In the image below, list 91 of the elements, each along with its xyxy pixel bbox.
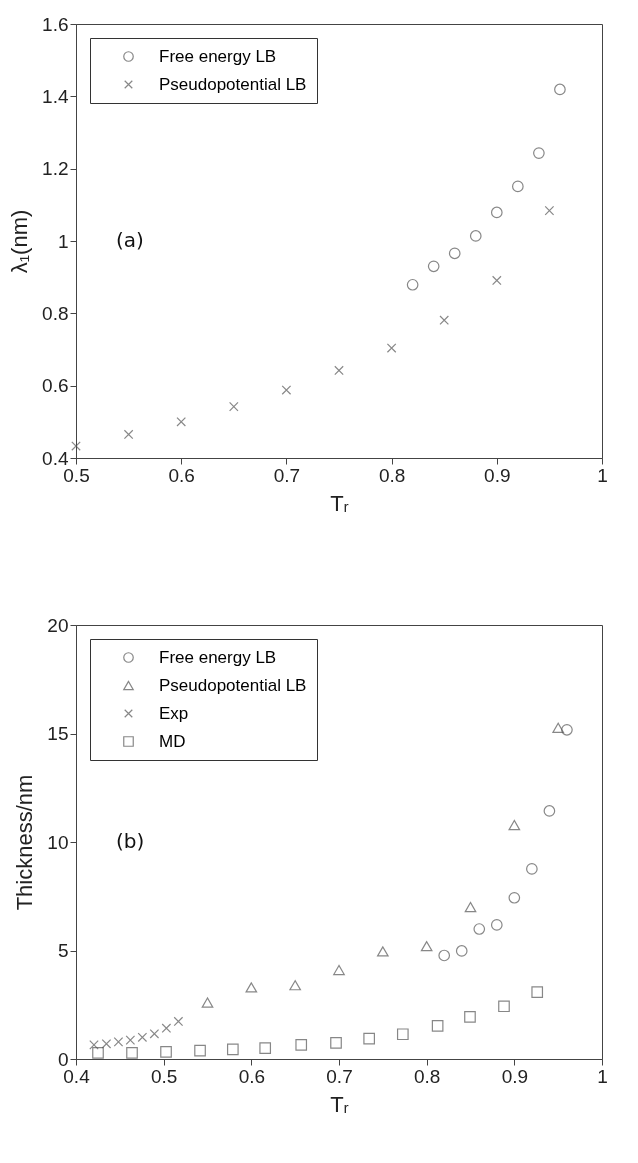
point [464,901,477,913]
point [201,997,214,1008]
x-tick-label: 0.9 [484,464,511,486]
x-tick-label: 0.9 [501,1065,529,1087]
y-tick-label: 0.6 [42,375,69,397]
point [376,946,389,957]
point [455,945,468,957]
point [226,1043,239,1056]
y-tick-label: 0 [57,1048,69,1070]
x-tick-label: 1 [597,1065,608,1087]
point [363,1032,375,1045]
x-axis-title: Tᵣ [330,490,349,516]
point [92,1047,104,1059]
point [194,1044,206,1057]
x-tick-label: 0.6 [238,1065,266,1087]
x-tick-label: 0.8 [378,464,406,486]
point [101,1039,112,1049]
y-tick-label: 5 [57,940,69,961]
legend-label: Exp [159,703,189,723]
y-tick-label: 20 [47,614,69,636]
point [427,260,440,273]
point [334,365,344,376]
point [295,1039,308,1051]
legend-label: Pseudopotential LB [159,74,307,94]
point [531,986,544,999]
point [498,1000,510,1013]
point [126,1047,138,1059]
y-tick-label: 15 [47,723,69,744]
point [512,180,524,193]
point [176,417,186,427]
point [396,1028,409,1041]
y-axis-title: λ₁(nm) [7,209,33,274]
y-tick-label: 1.4 [42,85,69,107]
x-tick-label: 0.7 [273,464,301,486]
point [469,230,482,242]
x-tick-label: 1 [597,464,608,486]
point [89,1040,99,1050]
point [259,1042,272,1054]
point [123,429,134,440]
point [464,1011,476,1023]
point [160,1045,172,1058]
point [229,401,239,412]
point [438,949,451,962]
point [508,819,521,831]
point [386,343,397,353]
x-tick-label: 0.8 [413,1065,441,1087]
y-tick-label: 1.2 [42,158,69,180]
point [137,1032,148,1043]
point [492,275,502,286]
y-tick-label: 0.8 [42,302,69,324]
point [552,722,565,733]
point [431,1019,444,1032]
point [533,147,545,159]
point [113,1037,124,1047]
point [71,441,81,451]
y-axis-title: Thickness/nm [12,774,38,911]
point [473,923,486,935]
x-axis-title: Tᵣ [330,1091,349,1117]
y-tick-label: 1 [57,230,69,252]
point [490,919,503,931]
point [125,1035,136,1045]
legend-label: Free energy LB [159,647,277,667]
point [333,964,345,976]
point [439,315,449,325]
point [526,863,538,875]
point [561,723,573,736]
point [508,891,521,904]
legend-label: Free energy LB [159,46,277,66]
y-tick-label: 1.6 [42,13,69,35]
x-tick-label: 0.7 [326,1065,353,1087]
point [161,1023,172,1033]
legend-label: MD [159,731,186,751]
point [420,941,433,952]
point [173,1016,184,1027]
point [544,205,555,216]
point [149,1029,160,1039]
point [406,278,419,291]
point [330,1037,342,1049]
x-tick-label: 0.5 [150,1065,178,1087]
y-tick-label: 10 [47,831,69,853]
annotation: (b) [116,829,145,853]
x-tick-label: 0.6 [168,464,195,486]
point [448,247,461,260]
point [543,805,556,817]
legend-label: Pseudopotential LB [159,675,307,695]
point [281,385,292,395]
point [245,982,258,993]
point [289,980,302,991]
point [554,83,566,96]
point [490,206,503,219]
annotation: (a) [116,228,144,252]
